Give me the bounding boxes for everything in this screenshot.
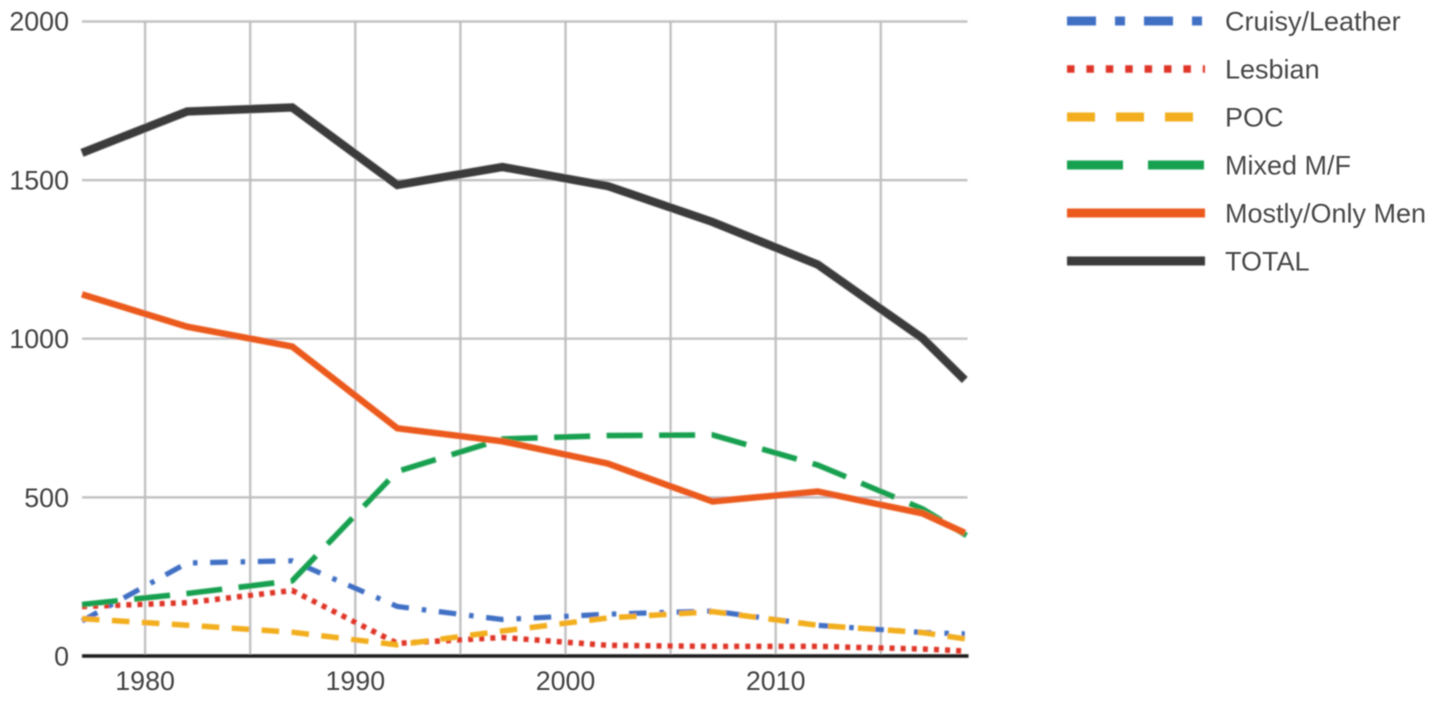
svg-text:Cruisy/Leather: Cruisy/Leather	[1225, 7, 1401, 37]
svg-text:1000: 1000	[9, 324, 69, 354]
svg-text:0: 0	[54, 642, 69, 672]
svg-text:Mostly/Only Men: Mostly/Only Men	[1225, 199, 1426, 229]
svg-text:Mixed M/F: Mixed M/F	[1225, 151, 1351, 181]
svg-text:2000: 2000	[536, 666, 596, 696]
svg-text:1500: 1500	[9, 166, 69, 196]
svg-text:2010: 2010	[746, 666, 806, 696]
svg-text:1980: 1980	[115, 666, 175, 696]
svg-text:Lesbian: Lesbian	[1225, 55, 1320, 85]
svg-text:2000: 2000	[9, 7, 69, 37]
svg-text:1990: 1990	[325, 666, 385, 696]
svg-text:500: 500	[24, 483, 69, 513]
svg-text:TOTAL: TOTAL	[1225, 247, 1310, 277]
svg-text:POC: POC	[1225, 103, 1284, 133]
